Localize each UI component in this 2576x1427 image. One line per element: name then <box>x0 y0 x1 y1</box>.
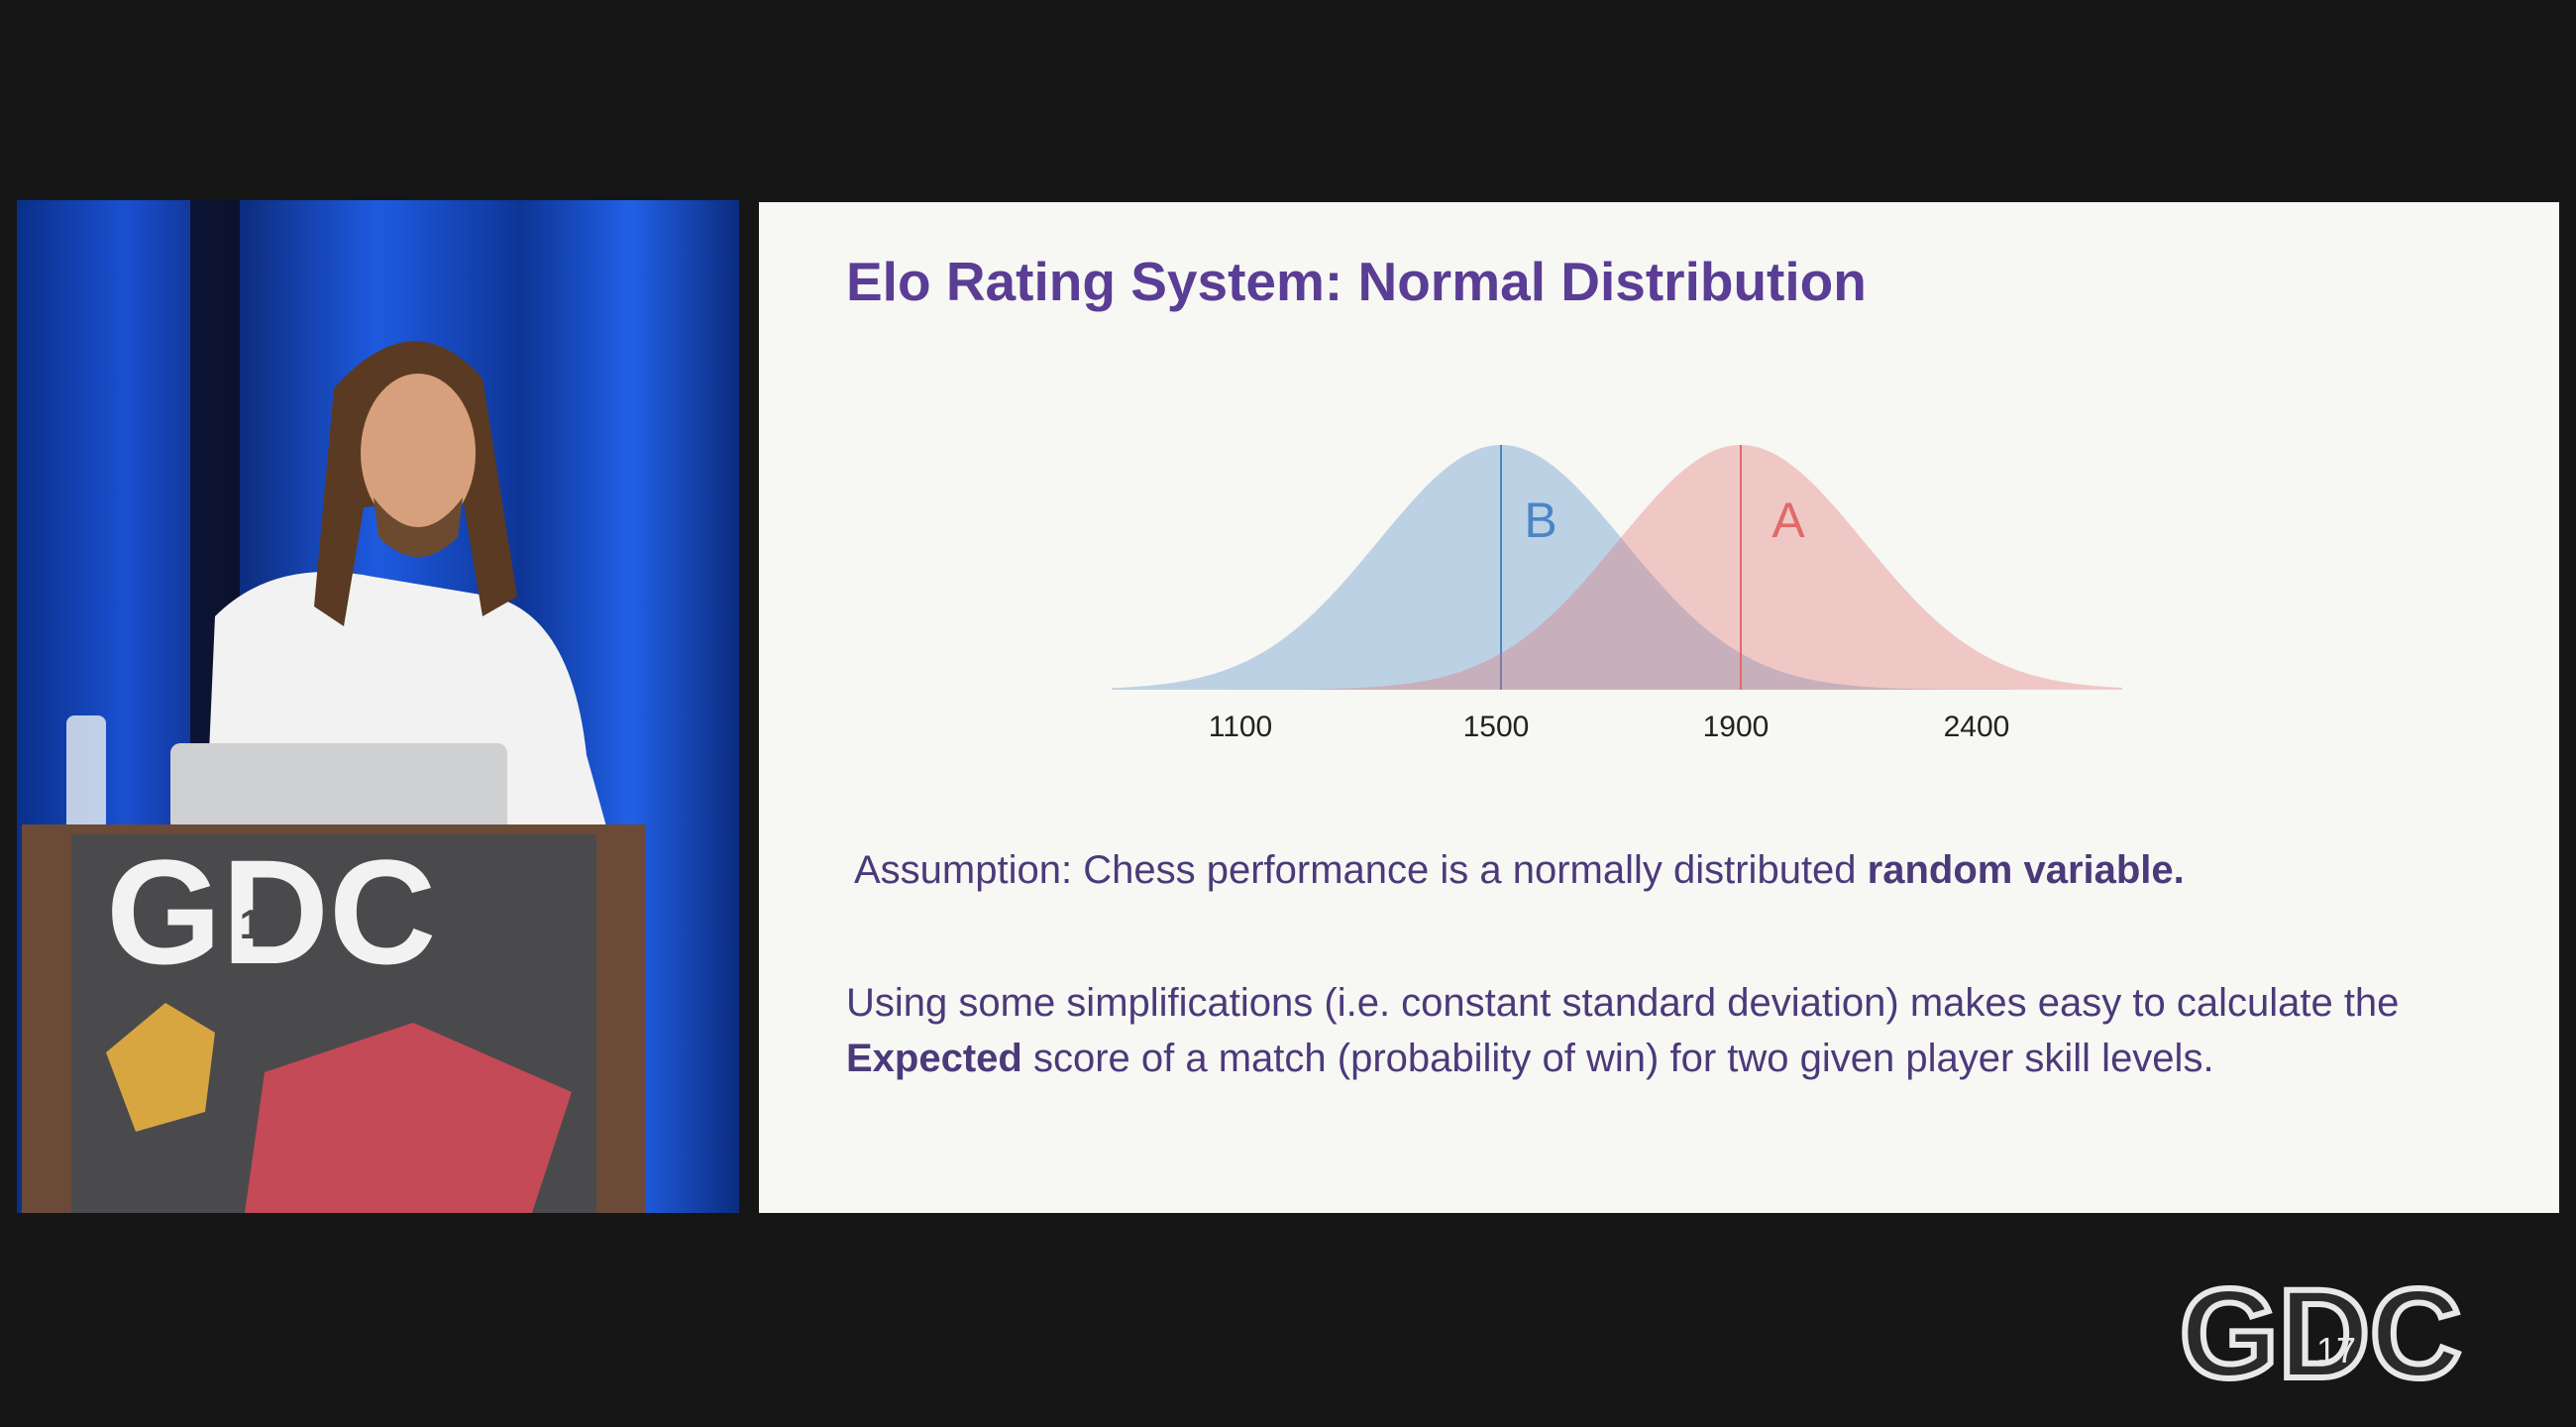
axis-label: 1100 <box>1209 711 1273 743</box>
video-frame: GDC 17 <box>17 200 739 1213</box>
laptop <box>170 743 507 832</box>
distribution-figure: B A 1100 1500 1900 2400 <box>1112 445 2122 743</box>
paragraph-text: Using some simplifications (i.e. constan… <box>846 981 2400 1025</box>
distribution-curve <box>1112 445 2122 690</box>
face <box>361 374 476 532</box>
axis-label: 2400 <box>1944 711 2010 743</box>
watermark-year: 17 <box>2316 1330 2356 1371</box>
decor <box>245 1023 572 1213</box>
assumption: Assumption: Chess performance is a norma… <box>854 842 2185 898</box>
watermark-logo: GDC <box>2180 1263 2461 1402</box>
podium-logo-year: 17 <box>240 901 286 947</box>
speaker-video: GDC 17 <box>17 200 739 1213</box>
assumption-text: Assumption: Chess performance is a norma… <box>854 848 1868 892</box>
curve-label: A <box>1771 493 1805 548</box>
paragraph-text: score of a match (probability of win) fo… <box>1021 1037 2214 1080</box>
paragraph-bold: Expected <box>846 1037 1022 1080</box>
axis-label: 1500 <box>1463 711 1530 743</box>
distribution-curve <box>1112 445 2122 690</box>
podium-logo: GDC <box>106 828 436 995</box>
beard <box>374 497 463 557</box>
curve-label: B <box>1524 493 1556 548</box>
slide: Elo Rating System: Normal Distribution B… <box>759 202 2559 1213</box>
decor <box>106 1003 215 1132</box>
watermark: GDC 17 <box>2177 1261 2464 1402</box>
slide-title: Elo Rating System: Normal Distribution <box>846 251 1867 312</box>
bottle <box>66 715 106 834</box>
paragraph: Using some simplifications (i.e. constan… <box>846 975 2451 1086</box>
assumption-bold: random variable. <box>1867 848 2185 892</box>
axis-label: 1900 <box>1703 711 1770 743</box>
